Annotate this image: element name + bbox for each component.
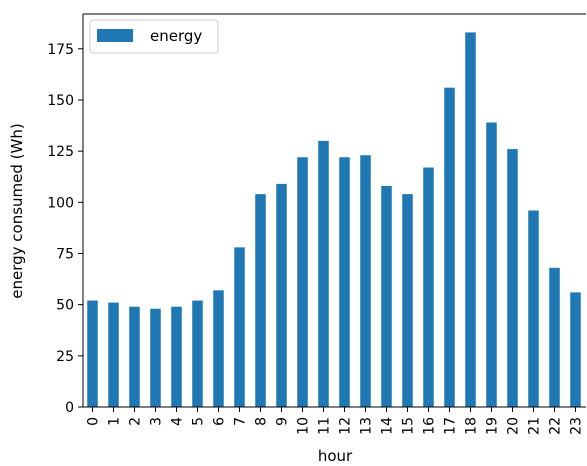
x-tick-label: 7 xyxy=(233,417,249,426)
bar-hour-4 xyxy=(171,306,182,407)
bars-layer xyxy=(87,32,581,408)
x-tick-label: 21 xyxy=(527,417,543,435)
y-tick-label: 100 xyxy=(47,195,74,211)
bar-hour-10 xyxy=(297,157,308,407)
y-tick-label: 150 xyxy=(47,93,74,109)
bar-hour-13 xyxy=(360,155,371,407)
bar-hour-17 xyxy=(444,87,455,407)
x-tick-label: 12 xyxy=(338,417,354,435)
x-tick-label: 0 xyxy=(86,417,102,426)
bar-hour-7 xyxy=(234,247,245,407)
x-tick-label: 10 xyxy=(296,417,312,435)
x-tick-label: 2 xyxy=(128,417,144,426)
legend-label-energy: energy xyxy=(150,27,202,45)
legend: energy xyxy=(89,19,219,54)
x-tick-label: 19 xyxy=(485,417,501,435)
bar-hour-1 xyxy=(108,302,119,407)
legend-swatch-energy xyxy=(97,29,133,42)
bar-hour-6 xyxy=(213,290,224,407)
y-tick-label: 0 xyxy=(65,400,74,416)
bar-hour-8 xyxy=(255,194,266,407)
x-tick-label: 8 xyxy=(254,417,270,426)
bar-hour-9 xyxy=(276,183,287,407)
x-tick-label: 5 xyxy=(191,417,207,426)
x-tick-label: 14 xyxy=(380,417,396,435)
x-tick-label: 15 xyxy=(401,417,417,435)
x-tick-label: 18 xyxy=(464,417,480,435)
x-axis-ticks: 0 1 2 3 4 5 6 7 8 9 10 11 12 13 14 15 16 17 18 19 20 21 22 23 xyxy=(86,407,585,435)
y-tick-label: 175 xyxy=(47,42,74,58)
x-tick-label: 4 xyxy=(170,417,186,426)
bar-hour-0 xyxy=(87,300,98,407)
bar-hour-19 xyxy=(486,122,497,407)
bar-hour-18 xyxy=(465,32,476,408)
y-tick-label: 75 xyxy=(56,246,74,262)
bar-hour-12 xyxy=(339,157,350,407)
x-tick-label: 23 xyxy=(569,417,585,435)
x-axis-label: hour xyxy=(318,447,353,465)
y-axis-ticks: 0 25 50 75 100 125 150 175 xyxy=(47,42,83,416)
x-tick-label: 3 xyxy=(149,417,165,426)
bar-hour-23 xyxy=(570,292,581,408)
x-tick-label: 9 xyxy=(275,417,291,426)
bar-hour-11 xyxy=(318,140,329,407)
x-tick-label: 6 xyxy=(212,417,228,426)
bar-hour-2 xyxy=(129,306,140,407)
bar-hour-20 xyxy=(507,149,518,407)
x-tick-label: 16 xyxy=(422,417,438,435)
bar-hour-21 xyxy=(528,210,539,407)
bar-hour-16 xyxy=(423,167,434,407)
x-tick-label: 13 xyxy=(359,417,375,435)
x-tick-label: 20 xyxy=(506,417,522,435)
x-tick-label: 1 xyxy=(107,417,123,426)
bar-hour-3 xyxy=(150,308,161,407)
bar-hour-14 xyxy=(381,185,392,407)
y-tick-label: 125 xyxy=(47,144,74,160)
legend-frame xyxy=(89,19,219,54)
y-tick-label: 25 xyxy=(56,349,74,365)
x-tick-label: 11 xyxy=(317,417,333,435)
x-tick-label: 22 xyxy=(548,417,564,435)
y-tick-label: 50 xyxy=(56,298,74,314)
bar-hour-5 xyxy=(192,300,203,407)
bar-hour-22 xyxy=(549,267,560,407)
x-tick-label: 17 xyxy=(443,417,459,435)
y-axis-label: energy consumed (Wh) xyxy=(8,123,26,298)
bar-hour-15 xyxy=(402,194,413,407)
